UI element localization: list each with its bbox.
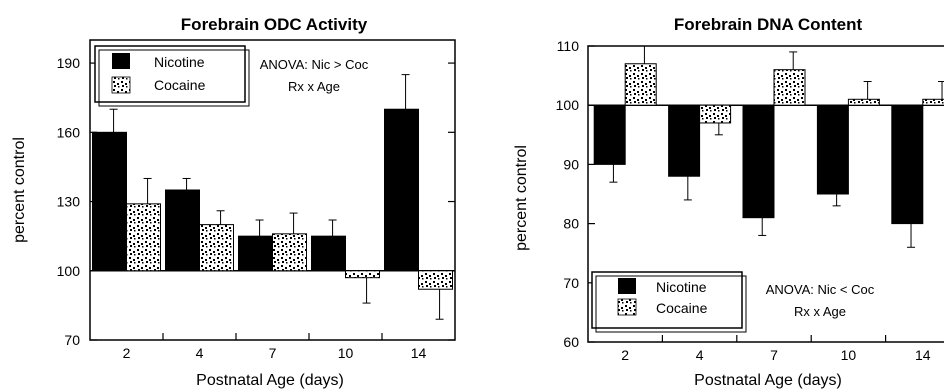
bar-cocaine-4 [199, 224, 234, 272]
dna-chart: Forebrain DNA Content 60 70 80 90 100 110 2 4 7 1… [513, 15, 944, 389]
x-axis-label: Postnatal Age (days) [196, 372, 344, 389]
x-axis-label: Postnatal Age (days) [694, 372, 842, 389]
bar-nicotine-4 [165, 189, 200, 272]
chart-title: Forebrain ODC Activity [181, 15, 368, 34]
plot-frame [89, 39, 456, 341]
bar-nicotine-4 [668, 104, 701, 177]
bar-cocaine-7 [773, 69, 806, 106]
legend-label-cocaine: Cocaine [656, 300, 708, 316]
bar-cocaine-14 [922, 98, 944, 106]
legend-box [591, 271, 743, 329]
x-tick-label: 4 [696, 347, 704, 363]
x-tick-label: 14 [915, 347, 931, 363]
chart-title: Forebrain DNA Content [674, 15, 863, 34]
bar-nicotine-2 [593, 104, 626, 165]
anova-line-1: ANOVA: Nic > Coc [260, 57, 369, 72]
y-tick-label: 110 [557, 38, 580, 54]
legend: Nicotine Cocaine [591, 271, 747, 333]
y-tick-label: 100 [57, 263, 81, 279]
bar-cocaine-2 [126, 203, 161, 272]
bar-cocaine-4 [699, 104, 732, 124]
legend-swatch-nicotine [618, 278, 636, 294]
legend-shadow [98, 49, 250, 107]
legend-shadow [595, 275, 747, 333]
legend-label-nicotine: Nicotine [154, 54, 205, 70]
x-tick-label: 4 [196, 345, 204, 361]
bar-nicotine-2 [92, 131, 127, 272]
x-tick-label: 14 [411, 345, 427, 361]
bar-cocaine-7 [272, 233, 307, 272]
bar-cocaine-2 [624, 63, 657, 106]
x-tick-label: 7 [770, 347, 778, 363]
bar-nicotine-7 [238, 235, 273, 272]
x-tick-label: 2 [123, 345, 131, 361]
anova-line-2: Rx x Age [288, 79, 340, 94]
legend-swatch-nicotine [112, 53, 130, 69]
bar-nicotine-10 [311, 235, 346, 272]
legend: Nicotine Cocaine [94, 45, 250, 107]
odc-chart: Forebrain ODC Activity 70 100 130 160 190 2 4 7… [11, 15, 456, 389]
bar-nicotine-14 [891, 104, 924, 225]
legend-swatch-cocaine [111, 76, 131, 94]
x-tick-label: 10 [338, 345, 354, 361]
x-tick-label: 2 [621, 347, 629, 363]
plot-frame [587, 45, 944, 343]
bar-nicotine-7 [742, 104, 775, 219]
bar-nicotine-14 [384, 108, 419, 272]
bar-cocaine-14 [418, 270, 453, 290]
y-tick-label: 90 [563, 156, 579, 172]
bar-cocaine-10 [847, 98, 880, 106]
legend-label-nicotine: Nicotine [656, 279, 707, 295]
legend-label-cocaine: Cocaine [154, 77, 206, 93]
x-tick-label: 7 [269, 345, 277, 361]
y-tick-label: 160 [57, 124, 81, 140]
y-tick-label: 100 [556, 97, 580, 113]
x-tick-label: 10 [841, 347, 857, 363]
bar-nicotine-10 [816, 104, 849, 195]
anova-line-1: ANOVA: Nic < Coc [766, 282, 875, 297]
y-tick-label: 70 [64, 332, 80, 348]
y-axis-label: percent control [513, 145, 530, 251]
legend-swatch-cocaine [617, 298, 637, 316]
y-tick-label: 130 [57, 194, 81, 210]
y-tick-label: 190 [57, 55, 81, 71]
y-tick-label: 70 [563, 275, 579, 291]
anova-line-2: Rx x Age [794, 304, 846, 319]
y-tick-label: 80 [563, 216, 579, 232]
y-tick-label: 60 [563, 334, 579, 350]
bar-cocaine-10 [345, 270, 380, 279]
y-axis-label: percent control [11, 137, 28, 243]
